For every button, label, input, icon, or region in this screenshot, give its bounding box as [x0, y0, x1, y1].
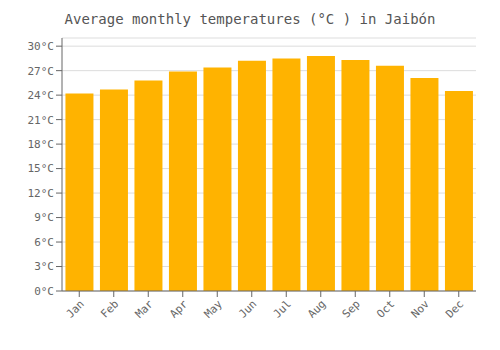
svg-text:0°C: 0°C — [34, 285, 54, 298]
svg-text:May: May — [202, 297, 226, 321]
svg-text:15°C: 15°C — [28, 162, 55, 175]
svg-text:3°C: 3°C — [34, 260, 54, 273]
svg-text:Dec: Dec — [443, 297, 466, 320]
svg-text:Oct: Oct — [374, 297, 397, 320]
svg-text:Jul: Jul — [271, 297, 294, 320]
svg-text:Aug: Aug — [305, 297, 328, 320]
svg-text:30°C: 30°C — [28, 40, 55, 53]
svg-text:Sep: Sep — [340, 297, 363, 320]
html-text:Average monthly temperatures (: Average monthly temperatures (°C ) in Ja… — [64, 11, 436, 27]
svg-text:21°C: 21°C — [28, 114, 55, 127]
svg-text:Mar: Mar — [133, 297, 157, 321]
svg-text:Apr: Apr — [167, 297, 191, 321]
svg-text:9°C: 9°C — [34, 211, 54, 224]
svg-text:24°C: 24°C — [28, 89, 55, 102]
svg-text:18°C: 18°C — [28, 138, 55, 151]
svg-text:Feb: Feb — [98, 297, 121, 320]
svg-text:Jun: Jun — [236, 297, 259, 320]
svg-text:27°C: 27°C — [28, 65, 55, 78]
svg-text:Nov: Nov — [409, 297, 433, 321]
svg-text:6°C: 6°C — [34, 236, 54, 249]
svg-text:12°C: 12°C — [28, 187, 55, 200]
svg-text:Jan: Jan — [64, 297, 87, 320]
